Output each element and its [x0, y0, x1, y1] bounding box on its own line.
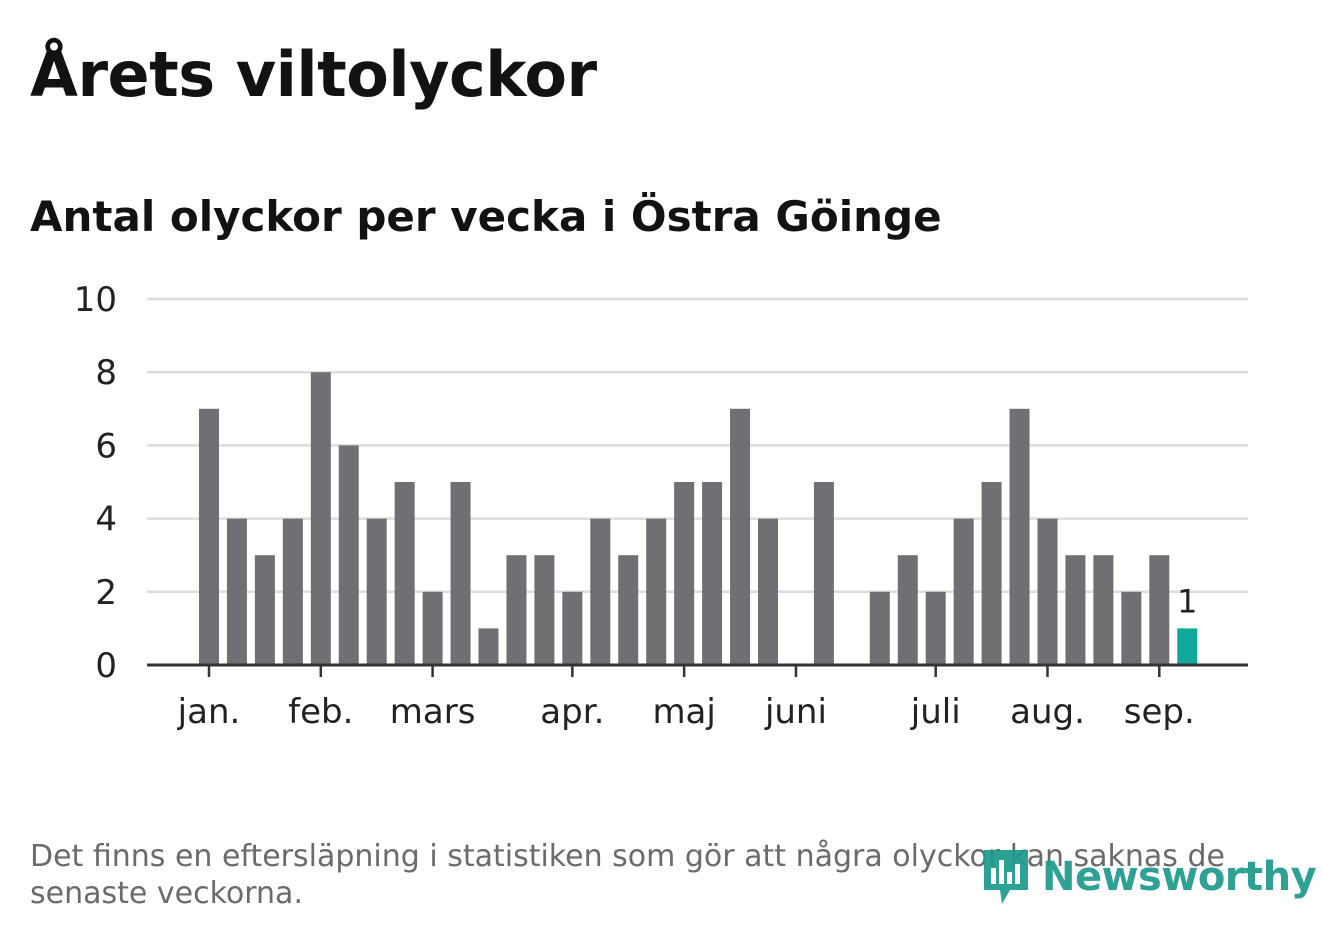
bar	[674, 482, 695, 665]
y-tick-label: 6	[95, 426, 117, 466]
bar-highlight	[1177, 628, 1198, 665]
bar	[282, 518, 303, 665]
bar-chart: 0 2 4 6 8 10 1 jan. feb. mars apr. maj juni juli aug. s…	[74, 280, 1248, 732]
x-tick-label: juni	[764, 692, 827, 732]
x-tick-label: mars	[390, 692, 476, 732]
chart-subtitle: Antal olyckor per vecka i Östra Göinge	[30, 192, 942, 241]
newsworthy-logo-icon	[984, 850, 1028, 904]
bar	[981, 482, 1002, 665]
newsworthy-logo[interactable]: Newsworthy	[980, 846, 1317, 908]
bar	[1009, 408, 1030, 665]
bar	[897, 555, 918, 665]
bar	[422, 591, 443, 665]
bar	[813, 482, 834, 665]
bar	[925, 591, 946, 665]
bar	[953, 518, 974, 665]
x-tick-label: juli	[910, 692, 961, 732]
bar	[534, 555, 555, 665]
y-tick-label: 10	[74, 280, 117, 320]
bar	[450, 482, 471, 665]
y-tick-label: 8	[95, 353, 117, 393]
bar	[562, 591, 583, 665]
bar	[1065, 555, 1086, 665]
y-tick-label: 0	[95, 646, 117, 686]
x-tick-label: apr.	[540, 692, 604, 732]
bar	[394, 482, 415, 665]
bar	[1149, 555, 1170, 665]
chart-title: Årets viltolyckor	[30, 38, 597, 111]
bar	[199, 408, 219, 665]
bar	[646, 518, 667, 665]
newsworthy-logo-text: Newsworthy	[1042, 854, 1317, 900]
bar	[730, 408, 751, 665]
bar	[758, 518, 778, 665]
y-tick-label: 2	[95, 573, 117, 613]
x-tick-label: sep.	[1124, 692, 1195, 732]
bar	[618, 555, 639, 665]
bar	[366, 518, 387, 665]
bar	[1037, 518, 1058, 665]
bar	[310, 372, 331, 665]
bar	[338, 445, 359, 665]
bar	[1121, 591, 1142, 665]
y-tick-label: 4	[95, 500, 117, 540]
bar	[226, 518, 247, 665]
bar	[702, 482, 723, 665]
x-tick-label: maj	[652, 692, 715, 732]
bar	[506, 555, 527, 665]
data-label: 1	[1177, 582, 1197, 620]
bar	[869, 591, 890, 665]
x-tick-label: feb.	[288, 692, 353, 732]
bar	[1093, 555, 1114, 665]
x-tick-label: aug.	[1010, 692, 1085, 732]
bar	[478, 628, 499, 665]
bar	[590, 518, 611, 665]
x-tick-label: jan.	[177, 692, 241, 732]
bar	[254, 555, 275, 665]
